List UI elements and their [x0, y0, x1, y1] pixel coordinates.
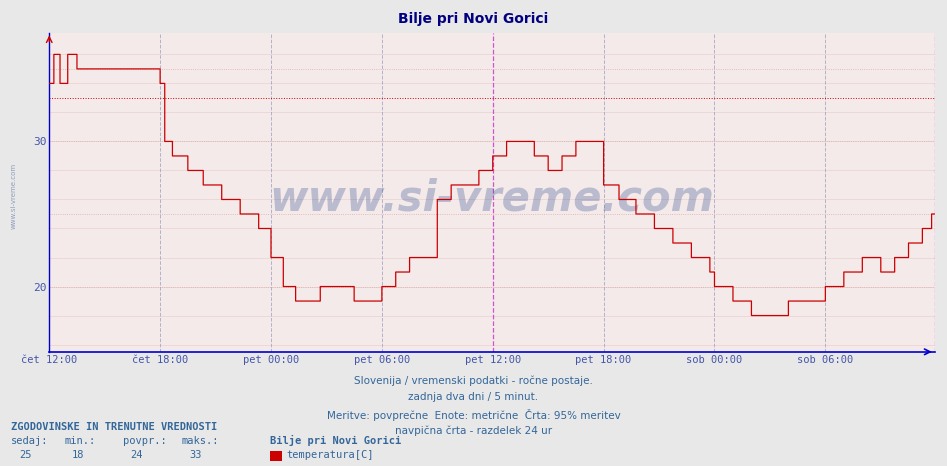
Text: 24: 24 [131, 451, 143, 460]
Text: sedaj:: sedaj: [11, 437, 49, 446]
Text: zadnja dva dni / 5 minut.: zadnja dva dni / 5 minut. [408, 392, 539, 402]
Text: Meritve: povprečne  Enote: metrične  Črta: 95% meritev: Meritve: povprečne Enote: metrične Črta:… [327, 409, 620, 421]
Text: temperatura[C]: temperatura[C] [286, 451, 373, 460]
Text: navpična črta - razdelek 24 ur: navpična črta - razdelek 24 ur [395, 425, 552, 436]
Text: ZGODOVINSKE IN TRENUTNE VREDNOSTI: ZGODOVINSKE IN TRENUTNE VREDNOSTI [11, 423, 218, 432]
Text: 25: 25 [19, 451, 31, 460]
Text: maks.:: maks.: [182, 437, 220, 446]
Text: 18: 18 [72, 451, 84, 460]
Text: min.:: min.: [64, 437, 96, 446]
Text: povpr.:: povpr.: [123, 437, 167, 446]
Text: Slovenija / vremenski podatki - ročne postaje.: Slovenija / vremenski podatki - ročne po… [354, 375, 593, 386]
Text: Bilje pri Novi Gorici: Bilje pri Novi Gorici [270, 435, 402, 446]
Text: www.si-vreme.com: www.si-vreme.com [10, 163, 16, 229]
Text: www.si-vreme.com: www.si-vreme.com [270, 178, 714, 219]
Text: 33: 33 [189, 451, 202, 460]
Text: Bilje pri Novi Gorici: Bilje pri Novi Gorici [399, 12, 548, 26]
